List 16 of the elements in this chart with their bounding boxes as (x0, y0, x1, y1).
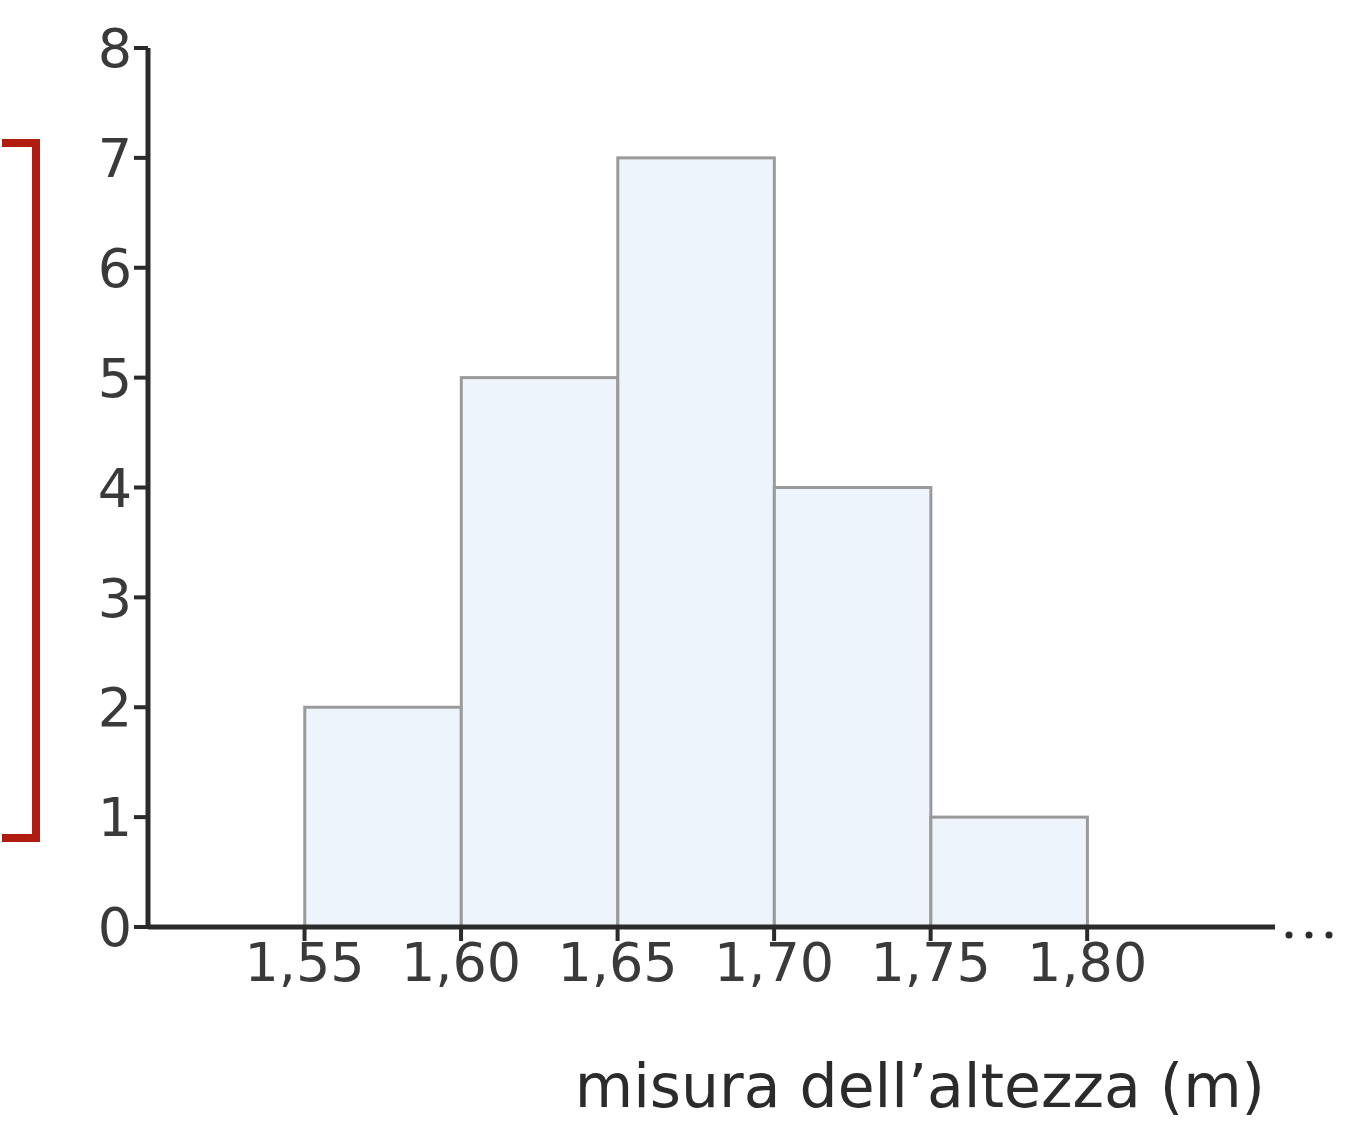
x-tick-label: 1,75 (870, 931, 991, 995)
y-tick-label: 3 (97, 566, 132, 630)
y-tick-label: 8 (97, 17, 132, 81)
y-tick-label: 7 (97, 127, 132, 191)
x-tick-label: 1,80 (1027, 931, 1148, 995)
x-tick-label: 1,55 (244, 931, 365, 995)
y-tick-label: 2 (97, 676, 132, 740)
y-tick-label: 5 (97, 346, 132, 410)
y-tick-label: 6 (97, 236, 132, 300)
x-tick-label: 1,70 (713, 931, 835, 995)
y-tick-label: 0 (97, 896, 132, 960)
x-tick-label: 1,65 (557, 931, 678, 995)
x-tick-label: 1,60 (400, 931, 522, 995)
y-tick-label: 1 (97, 786, 132, 850)
y-tick-label: 4 (97, 456, 132, 520)
x-axis-title: misura dell’altezza (m) (574, 1051, 1265, 1121)
